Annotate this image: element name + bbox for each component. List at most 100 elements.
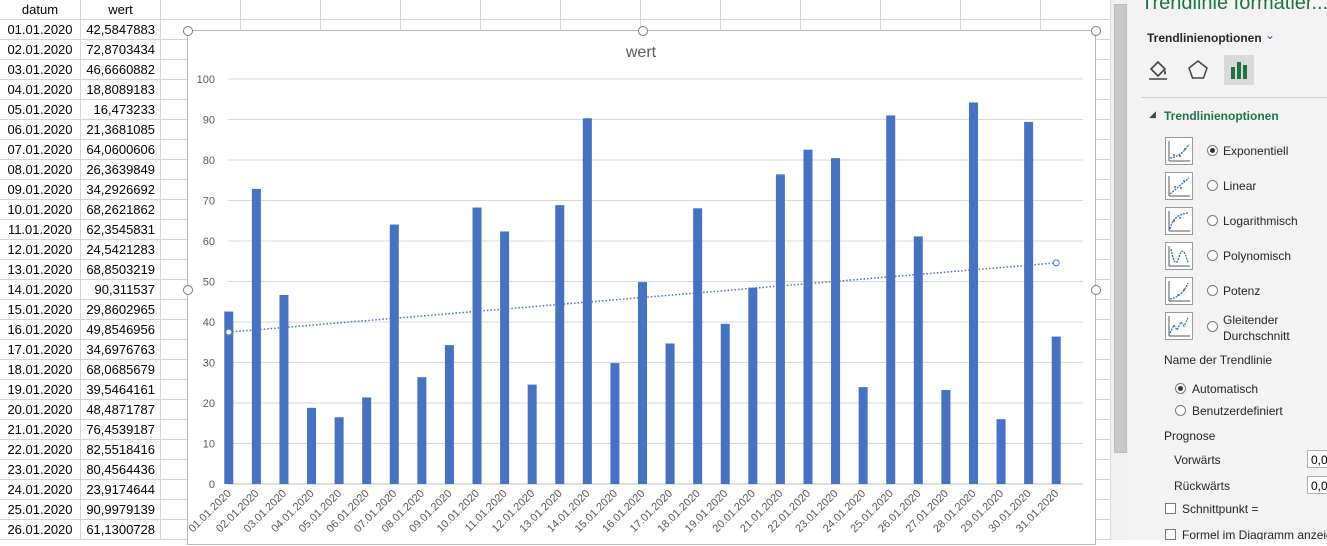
cell-date[interactable]: 16.01.2020 <box>7 322 73 337</box>
intercept-checkbox[interactable] <box>1165 503 1176 514</box>
cell-value[interactable]: 80,4564436 <box>86 462 155 477</box>
cell-value[interactable]: 68,2621862 <box>86 202 155 217</box>
cell-value[interactable]: 49,8546956 <box>86 322 155 337</box>
radio-linear[interactable] <box>1207 180 1218 191</box>
cell-date[interactable]: 24.01.2020 <box>7 482 73 497</box>
y-tick-label: 30 <box>203 358 215 370</box>
options-dropdown[interactable]: Trendlinienoptionen <box>1147 31 1262 45</box>
header-datum[interactable]: datum <box>21 2 59 17</box>
bar <box>748 287 758 484</box>
cell-date[interactable]: 09.01.2020 <box>7 182 73 197</box>
resize-handle-right[interactable] <box>1091 285 1101 295</box>
radio-polynomial[interactable] <box>1207 250 1218 261</box>
cell-value[interactable]: 18,8089183 <box>86 82 155 97</box>
cell-value[interactable]: 68,0685679 <box>86 362 155 377</box>
cell-date[interactable]: 07.01.2020 <box>7 142 73 157</box>
cell-date[interactable]: 01.01.2020 <box>7 22 73 37</box>
trendline-handle-start <box>225 328 233 336</box>
cell-date[interactable]: 06.01.2020 <box>7 122 73 137</box>
cell-date[interactable]: 05.01.2020 <box>7 102 73 117</box>
cell-date[interactable]: 19.01.2020 <box>7 382 73 397</box>
radio-moving-average[interactable] <box>1207 321 1218 332</box>
cell-date[interactable]: 08.01.2020 <box>7 162 73 177</box>
resize-handle-left[interactable] <box>183 285 193 295</box>
bar-chart-icon[interactable] <box>1224 55 1254 85</box>
cell-date[interactable]: 04.01.2020 <box>7 82 73 97</box>
exponential-trend-icon[interactable] <box>1165 137 1193 165</box>
y-tick-label: 100 <box>197 74 215 86</box>
cell-date[interactable]: 11.01.2020 <box>7 222 73 237</box>
resize-handle-top-left[interactable] <box>183 26 193 36</box>
resize-handle-top-right[interactable] <box>1091 26 1101 36</box>
chevron-down-icon[interactable]: ⌄ <box>1265 28 1276 42</box>
vertical-scrollbar[interactable] <box>1110 0 1129 540</box>
cell-value[interactable]: 61,1300728 <box>86 522 155 537</box>
resize-handle-top[interactable] <box>638 26 648 36</box>
cell-value[interactable]: 34,6976763 <box>86 342 155 357</box>
cell-value[interactable]: 16,473233 <box>93 102 155 117</box>
forward-label: Vorwärts <box>1174 453 1221 467</box>
cell-date[interactable]: 15.01.2020 <box>7 302 73 317</box>
radio-name-custom[interactable] <box>1175 405 1186 416</box>
forward-input[interactable]: 0,0 <box>1307 450 1327 468</box>
fill-bucket-icon[interactable] <box>1143 55 1173 85</box>
backward-input[interactable]: 0,0 <box>1307 476 1327 494</box>
cell-value[interactable]: 82,5518416 <box>86 442 155 457</box>
cell-value[interactable]: 26,3639849 <box>86 162 155 177</box>
scrollbar-thumb[interactable] <box>1114 4 1127 453</box>
cell-date[interactable]: 25.01.2020 <box>7 502 73 517</box>
radio-name-automatic[interactable] <box>1175 383 1186 394</box>
cell-value[interactable]: 39,5464161 <box>86 382 155 397</box>
cell-date[interactable]: 13.01.2020 <box>7 262 73 277</box>
cell-date[interactable]: 26.01.2020 <box>7 522 73 537</box>
moving-average-trend-icon[interactable] <box>1165 312 1193 340</box>
radio-power[interactable] <box>1207 285 1218 296</box>
bar <box>389 224 399 484</box>
cell-value[interactable]: 64,0600606 <box>86 142 155 157</box>
collapse-triangle-icon[interactable]: ◢ <box>1149 109 1156 119</box>
show-formula-checkbox[interactable] <box>1165 529 1176 540</box>
bar <box>417 377 427 484</box>
linear-trend-icon[interactable] <box>1165 172 1193 200</box>
cell-value[interactable]: 62,3545831 <box>86 222 155 237</box>
cell-value[interactable]: 29,8602965 <box>86 302 155 317</box>
cell-value[interactable]: 46,6660882 <box>86 62 155 77</box>
cell-value[interactable]: 23,9174644 <box>86 482 155 497</box>
cell-value[interactable]: 48,4871787 <box>86 402 155 417</box>
logarithmic-trend-icon[interactable] <box>1165 207 1193 235</box>
cell-date[interactable]: 03.01.2020 <box>7 62 73 77</box>
cell-value[interactable]: 68,8503219 <box>86 262 155 277</box>
cell-date[interactable]: 22.01.2020 <box>7 442 73 457</box>
power-trend-icon[interactable] <box>1165 277 1193 305</box>
cell-date[interactable]: 18.01.2020 <box>7 362 73 377</box>
radio-exponential[interactable] <box>1207 145 1218 156</box>
cell-date[interactable]: 20.01.2020 <box>7 402 73 417</box>
cell-value[interactable]: 42,5847883 <box>86 22 155 37</box>
header-wert[interactable]: wert <box>108 2 133 17</box>
cell-date[interactable]: 12.01.2020 <box>7 242 73 257</box>
radio-logarithmic[interactable] <box>1207 215 1218 226</box>
cell-value[interactable]: 90,311537 <box>94 282 156 297</box>
cell-date[interactable]: 23.01.2020 <box>7 462 73 477</box>
chart-area[interactable]: wert 0 10 20 30 40 50 60 70 80 90 100 01.01.2020 02.0… <box>183 26 1101 545</box>
bar <box>693 208 703 484</box>
cell-value[interactable]: 76,4539187 <box>86 422 155 437</box>
section-heading[interactable]: Trendlinienoptionen <box>1164 109 1279 123</box>
bar <box>941 390 951 484</box>
y-tick-label: 80 <box>203 155 215 167</box>
cell-value[interactable]: 72,8703434 <box>86 42 155 57</box>
cell-value[interactable]: 21,3681085 <box>86 122 155 137</box>
cell-value[interactable]: 90,9979139 <box>86 502 155 517</box>
pentagon-icon[interactable] <box>1183 55 1213 85</box>
cell-date[interactable]: 14.01.2020 <box>7 282 73 297</box>
cell-date[interactable]: 10.01.2020 <box>7 202 73 217</box>
cell-date[interactable]: 17.01.2020 <box>7 342 73 357</box>
cell-value[interactable]: 24,5421283 <box>86 242 155 257</box>
cell-date[interactable]: 02.01.2020 <box>7 42 73 57</box>
row-divider <box>0 19 1110 20</box>
bar <box>775 174 785 484</box>
polynomial-trend-icon[interactable] <box>1165 242 1193 270</box>
chart-title: wert <box>625 44 657 61</box>
cell-date[interactable]: 21.01.2020 <box>7 422 73 437</box>
cell-value[interactable]: 34,2926692 <box>86 182 155 197</box>
